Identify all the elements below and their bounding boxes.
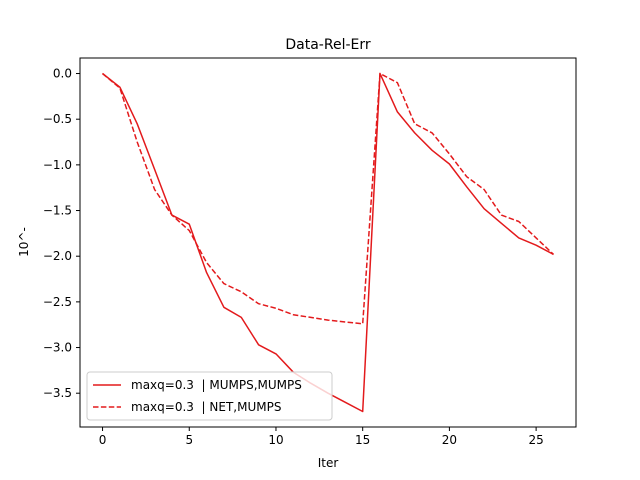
legend-label: maxq=0.3 | NET,MUMPS [131,400,281,414]
y-tick-label: −1.5 [43,204,72,218]
x-axis: 0 5 10 15 20 25 [99,427,544,447]
x-tick-label: 20 [442,433,457,447]
x-tick-label: 5 [185,433,193,447]
legend: maxq=0.3 | MUMPS,MUMPS maxq=0.3 | NET,MUM… [86,371,333,421]
y-tick-label: 0.0 [53,67,72,81]
legend-box [86,371,333,421]
chart-title: Data-Rel-Err [285,37,370,53]
x-tick-label: 0 [99,433,107,447]
y-tick-label: −2.5 [43,295,72,309]
y-tick-label: −0.5 [43,112,72,126]
y-tick-label: −3.0 [43,341,72,355]
axes-frame [79,57,577,428]
y-tick-label: −1.0 [43,158,72,172]
y-tick-label: −3.5 [43,386,72,400]
x-axis-label: Iter [318,456,339,470]
legend-label: maxq=0.3 | MUMPS,MUMPS [131,378,302,392]
x-tick-label: 25 [528,433,543,447]
y-axis-label: 10^- [17,227,31,257]
x-tick-label: 10 [268,433,283,447]
y-axis: 0.0 −0.5 −1.0 −1.5 −2.0 −2.5 −3.0 −3.5 [43,67,80,400]
series-line-2 [102,72,555,325]
x-tick-label: 15 [355,433,370,447]
y-tick-label: −2.0 [43,249,72,263]
